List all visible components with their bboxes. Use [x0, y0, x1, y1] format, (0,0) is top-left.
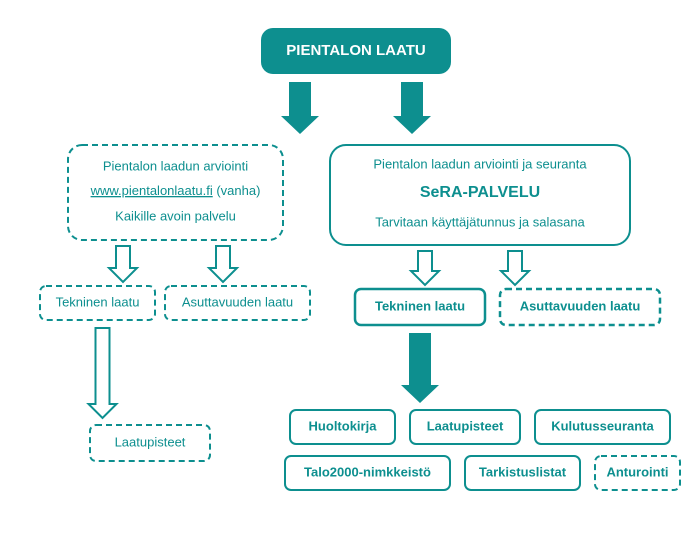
label: SeRA-PALVELU	[420, 184, 540, 201]
arrow-down-icon	[501, 251, 529, 285]
label: Tarvitaan käyttäjätunnus ja salasana	[375, 214, 585, 229]
root-title: PIENTALON LAATU	[286, 42, 425, 59]
label: Tarkistuslistat	[479, 464, 567, 479]
label: Pientalon laadun arviointi ja seuranta	[373, 156, 587, 171]
arrow-down-icon	[393, 82, 431, 134]
label: Pientalon laadun arviointi	[103, 158, 248, 173]
left-link[interactable]: www.pientalonlaatu.fi (vanha)	[90, 183, 261, 198]
arrow-down-icon	[209, 246, 237, 282]
label: Kulutusseuranta	[551, 418, 654, 433]
label: Asuttavuuden laatu	[520, 298, 641, 313]
label: Tekninen laatu	[56, 294, 140, 309]
label: Tekninen laatu	[375, 298, 465, 313]
label: Laatupisteet	[427, 418, 504, 433]
label: Talo2000-nimkkeistö	[304, 464, 431, 479]
label: Kaikille avoin palvelu	[115, 208, 236, 223]
arrow-down-icon	[401, 333, 439, 403]
label: Anturointi	[606, 464, 668, 479]
arrow-down-icon	[411, 251, 439, 285]
arrow-down-icon	[109, 246, 137, 282]
label: Laatupisteet	[115, 434, 186, 449]
label: Huoltokirja	[309, 418, 378, 433]
arrow-down-icon	[281, 82, 319, 134]
label: Asuttavuuden laatu	[182, 294, 293, 309]
arrow-down-icon	[89, 328, 117, 418]
